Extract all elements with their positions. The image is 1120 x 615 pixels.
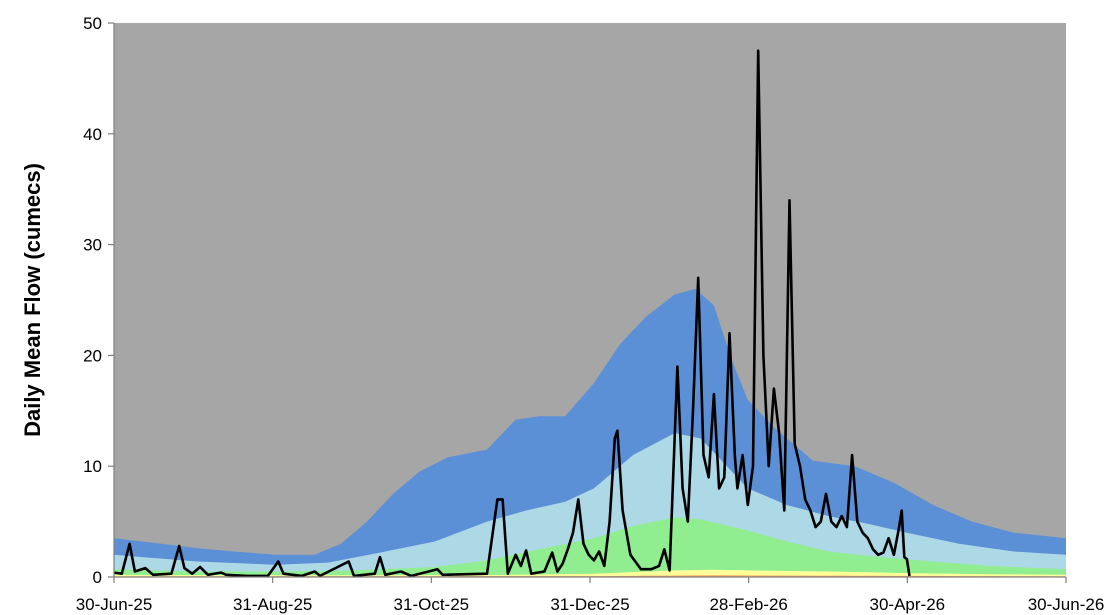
daily-flow-line — [113, 49, 911, 578]
y-tick-label: 30 — [83, 236, 102, 255]
y-tick-label: 40 — [83, 125, 102, 144]
x-tick-label: 30-Jun-26 — [1028, 595, 1105, 614]
axes: 0 10 20 30 40 50 30-Jun-25 31-Aug-25 31-Oct-25 31… — [76, 14, 1105, 614]
y-tick-label: 20 — [83, 346, 102, 365]
x-tick-label: 31-Aug-25 — [233, 595, 312, 614]
flow-band-2 — [114, 433, 1066, 577]
flow-band-4 — [114, 569, 1066, 577]
x-tick-label: 28-Feb-26 — [709, 595, 787, 614]
flow-band-3 — [114, 517, 1066, 577]
y-tick-label: 10 — [83, 457, 102, 476]
y-axis-title: Daily Mean Flow (cumecs) — [20, 163, 45, 437]
x-tick-label: 31-Dec-25 — [550, 595, 629, 614]
flow-series — [113, 49, 911, 578]
x-tick-label: 30-Jun-25 — [76, 595, 153, 614]
x-tick-label: 31-Oct-25 — [394, 595, 470, 614]
y-tick-label: 0 — [93, 568, 102, 587]
y-tick-label: 50 — [83, 14, 102, 33]
x-tick-label: 30-Apr-26 — [870, 595, 946, 614]
